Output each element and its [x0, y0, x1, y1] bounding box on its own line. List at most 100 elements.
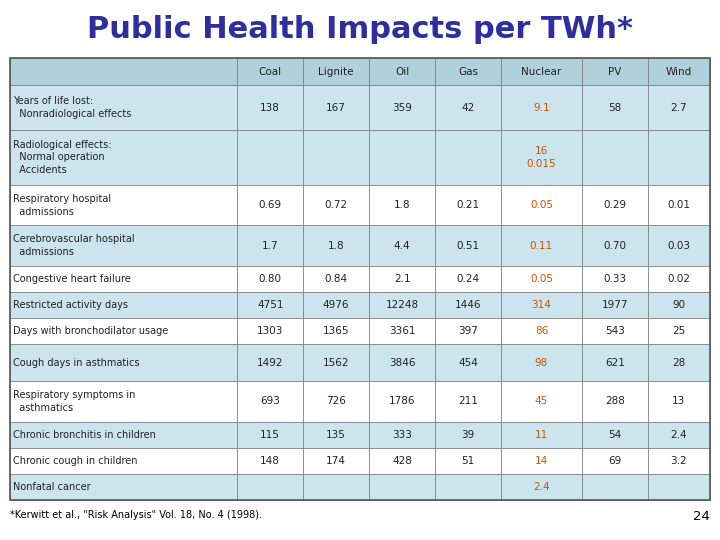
- Text: 28: 28: [672, 357, 685, 368]
- Text: 0.80: 0.80: [258, 274, 282, 284]
- Text: Radiological effects:
  Normal operation
  Accidents: Radiological effects: Normal operation A…: [13, 139, 112, 175]
- Bar: [582, 130, 648, 185]
- Bar: [501, 130, 582, 185]
- Bar: [648, 225, 710, 266]
- Bar: [501, 448, 582, 474]
- Text: 0.84: 0.84: [325, 274, 348, 284]
- Bar: [303, 474, 369, 500]
- Bar: [369, 292, 435, 318]
- Text: 0.70: 0.70: [603, 241, 626, 251]
- Bar: [369, 130, 435, 185]
- Text: 39: 39: [462, 430, 474, 440]
- Bar: [582, 318, 648, 345]
- Bar: [582, 58, 648, 85]
- Bar: [303, 85, 369, 130]
- Bar: [435, 474, 501, 500]
- Bar: [501, 225, 582, 266]
- Text: 0.05: 0.05: [530, 274, 553, 284]
- Bar: [369, 85, 435, 130]
- Text: Respiratory hospital
  admissions: Respiratory hospital admissions: [13, 194, 111, 217]
- Text: 135: 135: [326, 430, 346, 440]
- Bar: [501, 345, 582, 381]
- Bar: [237, 85, 303, 130]
- Bar: [10, 381, 237, 422]
- Text: 14: 14: [535, 456, 548, 466]
- Bar: [582, 225, 648, 266]
- Text: Respiratory symptoms in
  asthmatics: Respiratory symptoms in asthmatics: [13, 390, 135, 413]
- Bar: [10, 130, 237, 185]
- Bar: [369, 318, 435, 345]
- Bar: [648, 130, 710, 185]
- Text: 11: 11: [535, 430, 548, 440]
- Bar: [501, 58, 582, 85]
- Bar: [501, 318, 582, 345]
- Bar: [303, 381, 369, 422]
- Text: 1303: 1303: [257, 326, 284, 336]
- Text: 1.8: 1.8: [328, 241, 344, 251]
- Text: Oil: Oil: [395, 67, 409, 77]
- Text: 138: 138: [260, 103, 280, 113]
- Bar: [10, 345, 237, 381]
- Bar: [237, 474, 303, 500]
- Bar: [237, 448, 303, 474]
- Text: 0.11: 0.11: [530, 241, 553, 251]
- Text: Restricted activity days: Restricted activity days: [13, 300, 128, 310]
- Text: Chronic bronchitis in children: Chronic bronchitis in children: [13, 430, 156, 440]
- Bar: [10, 318, 237, 345]
- Bar: [501, 474, 582, 500]
- Bar: [582, 185, 648, 225]
- Text: 0.69: 0.69: [258, 200, 282, 210]
- Bar: [369, 225, 435, 266]
- Bar: [369, 381, 435, 422]
- Text: 333: 333: [392, 430, 412, 440]
- Text: 45: 45: [535, 396, 548, 406]
- Text: Wind: Wind: [666, 67, 692, 77]
- Bar: [435, 345, 501, 381]
- Text: 211: 211: [458, 396, 478, 406]
- Text: 0.21: 0.21: [456, 200, 480, 210]
- Text: 359: 359: [392, 103, 412, 113]
- Text: 3846: 3846: [389, 357, 415, 368]
- Bar: [10, 58, 710, 500]
- Bar: [435, 292, 501, 318]
- Bar: [648, 292, 710, 318]
- Bar: [10, 58, 237, 85]
- Text: Chronic cough in children: Chronic cough in children: [13, 456, 138, 466]
- Text: 16
0.015: 16 0.015: [526, 146, 557, 169]
- Text: 54: 54: [608, 430, 621, 440]
- Bar: [648, 474, 710, 500]
- Text: 42: 42: [462, 103, 474, 113]
- Text: PV: PV: [608, 67, 621, 77]
- Text: Nuclear: Nuclear: [521, 67, 562, 77]
- Bar: [648, 266, 710, 292]
- Bar: [648, 58, 710, 85]
- Bar: [369, 474, 435, 500]
- Bar: [303, 185, 369, 225]
- Bar: [501, 266, 582, 292]
- Text: Years of life lost:
  Nonradiological effects: Years of life lost: Nonradiological effe…: [13, 96, 131, 119]
- Text: Nonfatal cancer: Nonfatal cancer: [13, 482, 91, 492]
- Text: 174: 174: [326, 456, 346, 466]
- Bar: [648, 448, 710, 474]
- Bar: [369, 422, 435, 448]
- Bar: [501, 381, 582, 422]
- Bar: [435, 448, 501, 474]
- Bar: [303, 448, 369, 474]
- Bar: [237, 381, 303, 422]
- Bar: [435, 225, 501, 266]
- Bar: [435, 422, 501, 448]
- Bar: [303, 292, 369, 318]
- Text: 2.7: 2.7: [670, 103, 687, 113]
- Bar: [237, 225, 303, 266]
- Text: 90: 90: [672, 300, 685, 310]
- Text: 0.72: 0.72: [325, 200, 348, 210]
- Text: 428: 428: [392, 456, 412, 466]
- Bar: [237, 266, 303, 292]
- Text: 0.33: 0.33: [603, 274, 626, 284]
- Bar: [435, 185, 501, 225]
- Bar: [435, 266, 501, 292]
- Text: 69: 69: [608, 456, 621, 466]
- Text: 58: 58: [608, 103, 621, 113]
- Text: 2.1: 2.1: [394, 274, 410, 284]
- Text: 0.29: 0.29: [603, 200, 626, 210]
